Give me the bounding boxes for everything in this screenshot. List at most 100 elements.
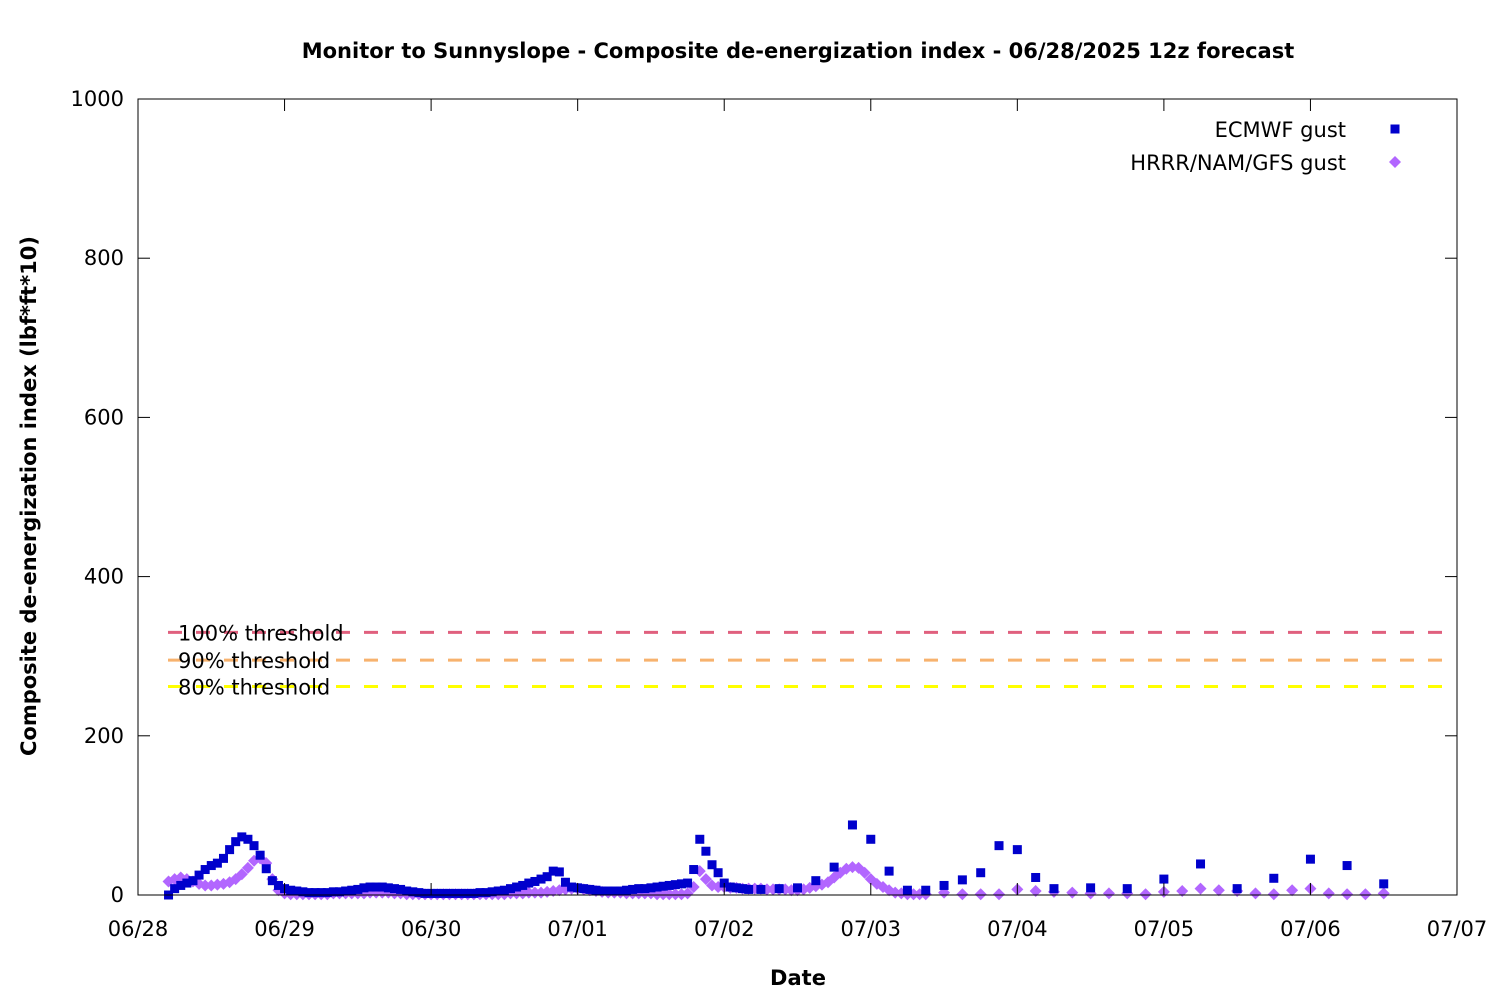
data-point — [866, 834, 876, 844]
legend-label: HRRR/NAM/GFS gust — [1130, 151, 1346, 175]
data-point — [261, 864, 271, 874]
data-point — [225, 845, 235, 855]
y-tick-label: 800 — [84, 246, 124, 270]
data-point — [1269, 873, 1279, 883]
data-point — [713, 868, 723, 878]
data-point — [402, 886, 412, 896]
data-point — [199, 879, 212, 892]
data-point — [432, 888, 442, 898]
data-point — [774, 884, 784, 894]
data-point — [1029, 885, 1042, 898]
data-point — [707, 860, 717, 870]
data-point — [567, 882, 577, 892]
data-point — [554, 867, 564, 877]
data-point — [341, 886, 351, 896]
data-point — [524, 878, 534, 888]
data-point — [241, 861, 254, 874]
x-tick-label: 06/29 — [254, 917, 315, 941]
data-point — [1176, 885, 1189, 898]
data-point — [286, 885, 296, 895]
data-point — [396, 884, 406, 894]
data-point — [793, 883, 802, 893]
data-point — [634, 884, 644, 894]
data-point — [438, 888, 448, 898]
data-point — [475, 888, 485, 898]
plot-frame — [137, 98, 1458, 896]
y-tick-label: 200 — [84, 724, 124, 748]
data-point — [310, 888, 320, 898]
data-point — [377, 882, 387, 892]
data-point — [1049, 884, 1059, 894]
data-point — [530, 876, 540, 886]
data-point — [956, 888, 969, 901]
data-point — [414, 888, 424, 898]
data-point — [353, 884, 363, 894]
data-point — [528, 886, 541, 899]
data-point — [695, 834, 705, 844]
data-point — [974, 888, 987, 901]
data-point — [669, 888, 682, 901]
data-point — [206, 861, 216, 871]
threshold-label: 90% threshold — [178, 649, 330, 673]
data-point — [646, 883, 656, 893]
data-point — [689, 865, 699, 875]
data-point — [463, 888, 473, 898]
data-point — [536, 874, 546, 884]
data-point — [316, 888, 326, 898]
data-point — [322, 888, 332, 898]
data-point — [1286, 884, 1299, 897]
data-point — [273, 880, 283, 890]
data-point — [994, 841, 1004, 851]
data-point — [170, 884, 180, 894]
data-point — [1341, 888, 1354, 901]
data-point — [499, 885, 509, 895]
data-point — [658, 881, 668, 891]
data-point — [921, 885, 931, 895]
data-point — [469, 888, 479, 898]
data-point — [1342, 861, 1352, 871]
y-tick-label: 600 — [84, 405, 124, 429]
data-point — [615, 886, 625, 896]
data-point — [481, 888, 491, 898]
data-point — [579, 884, 589, 894]
data-point — [1066, 886, 1079, 899]
data-point — [663, 888, 676, 901]
y-axis-label: Composite de-energization index (lbf*ft*… — [17, 236, 41, 756]
x-tick-label: 07/01 — [547, 917, 608, 941]
data-point — [347, 885, 357, 895]
data-point — [487, 887, 497, 897]
data-point — [811, 876, 821, 886]
data-point — [884, 866, 894, 876]
data-point — [1086, 883, 1096, 893]
data-point — [255, 850, 265, 860]
data-point — [365, 882, 375, 892]
x-tick-label: 06/30 — [401, 917, 462, 941]
data-point — [451, 888, 461, 898]
threshold-label: 80% threshold — [178, 675, 330, 699]
data-point — [957, 875, 967, 885]
data-point — [683, 878, 693, 888]
data-point — [176, 880, 186, 890]
x-tick-label: 07/04 — [987, 917, 1048, 941]
data-point — [902, 885, 912, 895]
y-tick-label: 400 — [84, 565, 124, 589]
x-tick-label: 07/03 — [841, 917, 902, 941]
legend-marker — [1389, 156, 1401, 168]
y-tick-label: 1000 — [71, 87, 124, 111]
data-point — [505, 884, 515, 894]
data-point — [847, 820, 857, 830]
data-point — [444, 888, 454, 898]
data-point — [744, 884, 754, 894]
data-point — [1359, 888, 1372, 901]
legend-marker — [1390, 124, 1400, 134]
chart-title: Monitor to Sunnyslope - Composite de-ene… — [302, 39, 1295, 63]
data-point — [542, 872, 552, 882]
data-point — [622, 885, 632, 895]
data-point — [359, 883, 369, 893]
data-point — [383, 883, 393, 893]
data-point — [1012, 845, 1022, 855]
data-point — [249, 841, 259, 851]
data-point — [725, 882, 735, 892]
data-point — [976, 868, 986, 878]
